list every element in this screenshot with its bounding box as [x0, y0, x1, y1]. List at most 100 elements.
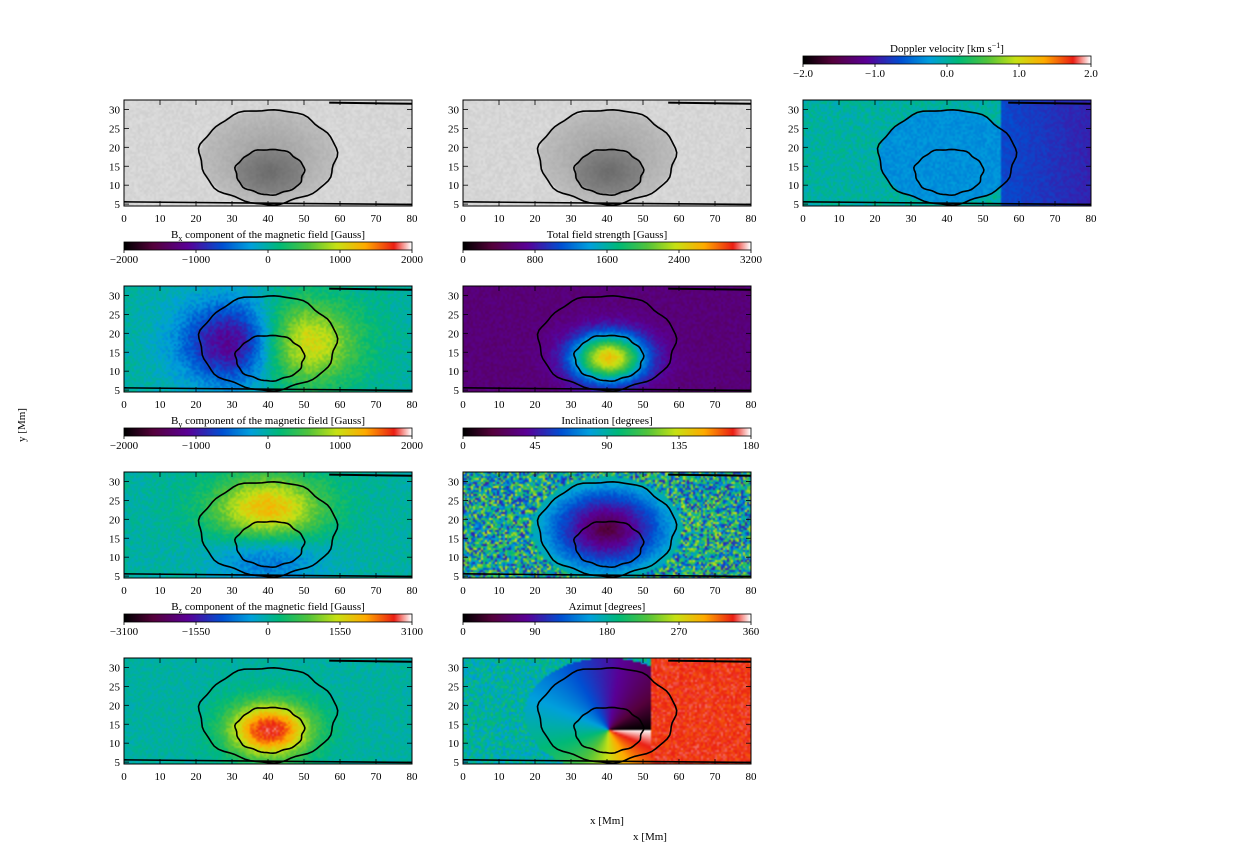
y-tick-label: 5 [115, 571, 121, 583]
colorbar-tick-label: −1550 [182, 626, 211, 638]
colorbar-tick-label: 1550 [329, 626, 352, 638]
colorbar-tick-label: 0 [460, 254, 466, 266]
colorbar-tick-label: −3100 [110, 626, 139, 638]
panel-title: Bz component of the magnetic field [Gaus… [171, 601, 365, 615]
panel-inclination: 0 10 20 30 40 50 60 70 80 5 10 15 20 25 30 0 45 90 135 180 I… [448, 415, 760, 597]
y-tick-label: 5 [115, 385, 121, 397]
panel-bx: 0 10 20 30 40 50 60 70 80 5 10 15 20 25 30 −2000 −1000 0 1… [109, 229, 424, 411]
colorbar-tick-label: 0 [265, 440, 271, 452]
x-tick-label: 80 [1086, 213, 1098, 225]
y-tick-label: 10 [448, 366, 460, 378]
x-tick-label: 60 [335, 585, 347, 597]
edge-strip-top [329, 287, 413, 291]
x-tick-label: 20 [530, 399, 542, 411]
colorbar-gradient [463, 428, 751, 436]
x-tick-label: 30 [227, 771, 239, 783]
colorbar-tick-label: 1600 [596, 254, 619, 266]
x-tick-label: 50 [638, 771, 650, 783]
panel-title: Doppler velocity [km s−1] [890, 41, 1004, 55]
x-axis-label-secondary: x [Mm] [633, 831, 667, 843]
x-tick-label: 60 [1014, 213, 1026, 225]
title-superscript: −1 [992, 41, 1001, 50]
x-tick-label: 80 [407, 399, 419, 411]
panel-title: By component of the magnetic field [Gaus… [171, 415, 365, 429]
x-tick-label: 50 [299, 585, 311, 597]
x-tick-label: 0 [460, 771, 466, 783]
heatmap-image [463, 472, 751, 578]
x-tick-label: 80 [407, 213, 419, 225]
colorbar-tick-label: −2.0 [793, 68, 813, 80]
y-tick-label: 30 [448, 476, 460, 488]
x-tick-label: 20 [191, 399, 203, 411]
colorbar-tick-label: −2000 [110, 440, 139, 452]
colorbar-tick-label: 1000 [329, 254, 352, 266]
y-tick-label: 20 [448, 142, 460, 154]
y-tick-label: 15 [109, 347, 121, 359]
penumbra-contour [536, 666, 678, 764]
colorbar-gradient [463, 614, 751, 622]
y-tick-label: 20 [109, 328, 121, 340]
x-tick-label: 40 [602, 399, 614, 411]
colorbar-tick-label: 2.0 [1084, 68, 1098, 80]
x-tick-label: 70 [1050, 213, 1062, 225]
x-tick-label: 20 [191, 213, 203, 225]
title-subscript: z [179, 606, 183, 615]
y-tick-label: 10 [109, 738, 121, 750]
x-tick-label: 30 [566, 399, 578, 411]
colorbar-tick-label: 1000 [329, 440, 352, 452]
x-tick-label: 60 [674, 585, 686, 597]
colorbar: −2000 −1000 0 1000 2000 [110, 241, 424, 266]
y-tick-label: 30 [448, 290, 460, 302]
y-tick-label: 15 [448, 719, 460, 731]
colorbar-gradient [803, 56, 1091, 64]
colorbar-tick-label: 0.0 [940, 68, 954, 80]
x-tick-label: 30 [566, 771, 578, 783]
x-tick-label: 10 [155, 399, 167, 411]
panel-total-field: 0 10 20 30 40 50 60 70 80 5 10 15 20 25 30 0 800 1600 2400… [448, 229, 763, 411]
colorbar-tick-label: 180 [743, 440, 760, 452]
panel-line-core: 0 10 20 30 40 50 60 70 80 5 10 15 20 25 30 [448, 99, 757, 225]
heatmap-image [463, 286, 751, 392]
umbra-contour [572, 706, 645, 755]
y-tick-label: 25 [788, 123, 800, 135]
edge-strip-top [329, 473, 413, 477]
x-tick-label: 50 [638, 213, 650, 225]
colorbar: 0 90 180 270 360 [460, 613, 760, 638]
umbra-contour [233, 148, 306, 197]
y-tick-label: 30 [109, 104, 121, 116]
penumbra-contour [536, 480, 678, 578]
x-tick-label: 30 [227, 213, 239, 225]
x-tick-label: 10 [494, 585, 506, 597]
colorbar: −3100 −1550 0 1550 3100 [110, 613, 424, 638]
y-tick-label: 5 [454, 199, 460, 211]
x-tick-label: 10 [155, 771, 167, 783]
y-tick-label: 25 [448, 123, 460, 135]
y-tick-label: 10 [109, 366, 121, 378]
x-tick-label: 10 [494, 771, 506, 783]
y-tick-label: 30 [109, 476, 121, 488]
panel-by: 0 10 20 30 40 50 60 70 80 5 10 15 20 25 30 −2000 −1000 0 1… [109, 415, 424, 597]
panel-doppler: 0 10 20 30 40 50 60 70 80 5 10 15 20 25 30 −2.0 −1.0 0.0 1… [788, 41, 1098, 225]
x-axis-label: x [Mm] [590, 815, 624, 827]
penumbra-contour [197, 108, 339, 206]
colorbar-tick-label: 90 [602, 440, 614, 452]
umbra-contour [572, 520, 645, 569]
x-tick-label: 20 [530, 585, 542, 597]
title-main: Inclination [degrees] [561, 415, 652, 427]
title-main: Azimut [degrees] [569, 601, 646, 613]
x-tick-label: 30 [906, 213, 918, 225]
x-tick-label: 60 [674, 213, 686, 225]
penumbra-contour [197, 666, 339, 764]
x-tick-label: 40 [602, 585, 614, 597]
y-tick-label: 25 [448, 309, 460, 321]
title-main: B [171, 229, 178, 241]
colorbar-tick-label: 2400 [668, 254, 691, 266]
x-tick-label: 0 [800, 213, 806, 225]
colorbar-tick-label: 135 [671, 440, 688, 452]
heatmap-image [124, 472, 412, 578]
y-tick-label: 20 [109, 700, 121, 712]
x-tick-label: 70 [371, 399, 383, 411]
edge-strip-top [668, 287, 752, 291]
edge-strip-top [329, 101, 413, 105]
penumbra-contour [197, 480, 339, 578]
